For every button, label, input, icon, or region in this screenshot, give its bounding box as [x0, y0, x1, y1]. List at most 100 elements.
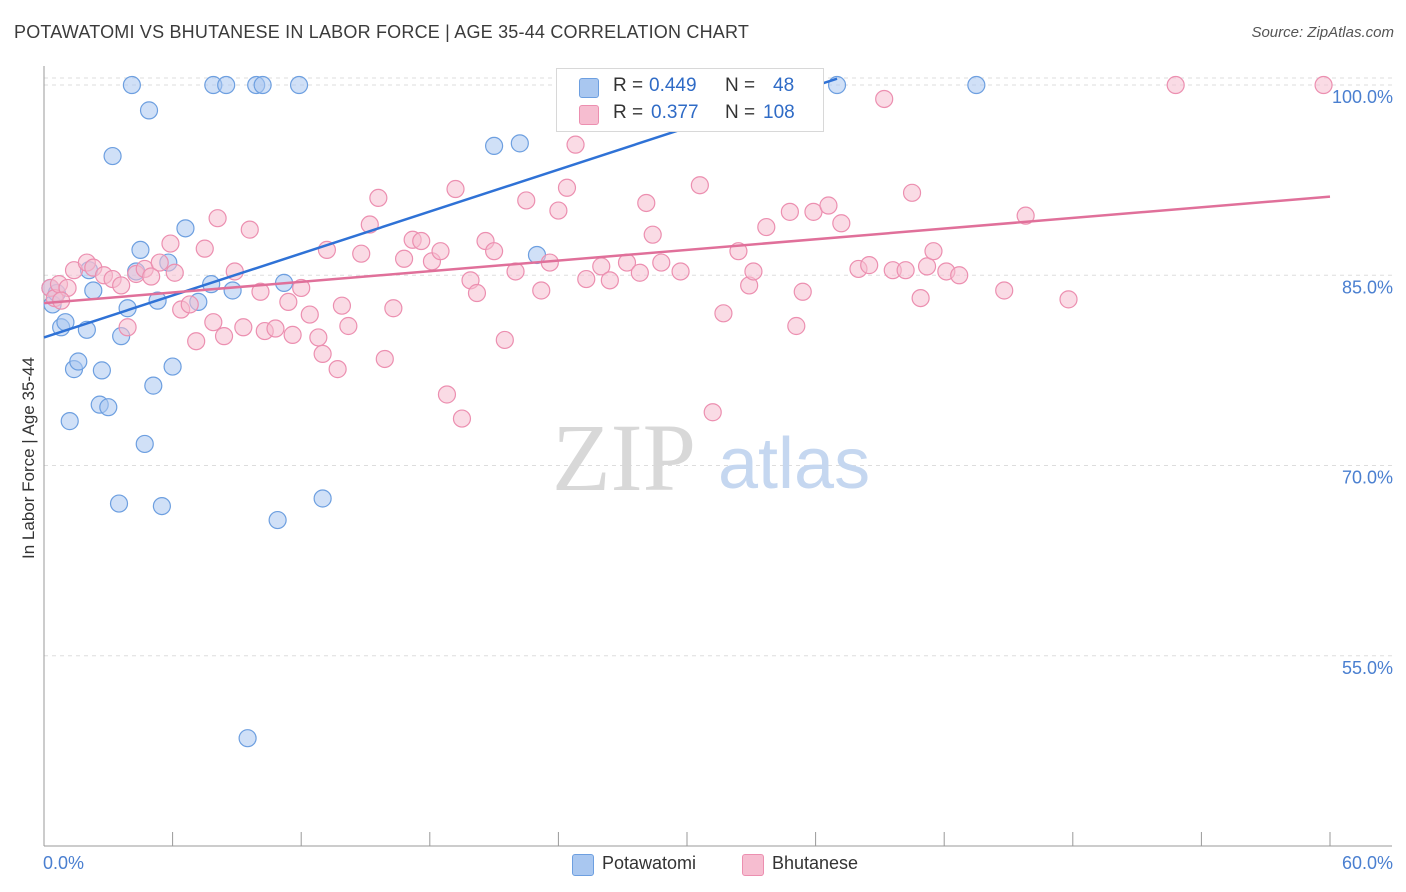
- potawatomi-point: [163, 357, 182, 376]
- bhutanese-point: [437, 385, 457, 404]
- bhutanese-point: [283, 325, 302, 344]
- bhutanese-point: [787, 316, 806, 336]
- chart-title: POTAWATOMI VS BHUTANESE IN LABOR FORCE |…: [14, 22, 750, 42]
- bhutanese-point: [995, 281, 1014, 300]
- r-label: R =: [613, 75, 644, 96]
- bhutanese-point: [917, 257, 937, 276]
- bhutanese-point: [431, 242, 450, 261]
- bhutanese-point: [266, 319, 285, 338]
- potawatomi-point: [967, 75, 986, 95]
- potawatomi-legend-swatch: [572, 854, 594, 876]
- potawatomi-point: [103, 146, 122, 166]
- bhutanese-point: [112, 276, 131, 295]
- potawatomi-point: [131, 240, 150, 260]
- bhutanese-point: [1314, 75, 1333, 95]
- bhutanese-point: [234, 318, 253, 337]
- bhutanese-point: [339, 316, 358, 336]
- bhutanese-point: [467, 283, 487, 303]
- bhutanese-point: [150, 253, 169, 272]
- bhutanese-point: [495, 330, 514, 350]
- bhutanese-point: [384, 299, 403, 318]
- potawatomi-point: [289, 75, 309, 95]
- potawatomi-point: [313, 489, 332, 508]
- bhutanese-point: [637, 193, 656, 213]
- r-value: 0.449: [649, 75, 697, 96]
- potawatomi-point: [99, 398, 118, 417]
- bhutanese-point: [819, 196, 838, 215]
- bhutanese-point: [924, 242, 943, 261]
- n-label: N =: [725, 75, 756, 96]
- potawatomi-swatch: [579, 78, 599, 98]
- y-tick-label: 100.0%: [1332, 87, 1393, 107]
- x-tick-label: 60.0%: [1342, 853, 1393, 873]
- bhutanese-point: [375, 349, 394, 369]
- potawatomi-point: [253, 75, 272, 95]
- bhutanese-point: [911, 288, 930, 308]
- bhutanese-point: [332, 296, 352, 315]
- watermark: ZIP atlas: [552, 404, 870, 511]
- bhutanese-point: [532, 281, 551, 300]
- x-tick-labels: 0.0% 60.0%: [43, 853, 1393, 873]
- bhutanese-point: [557, 178, 577, 197]
- bhutanese-point: [714, 304, 733, 323]
- bhutanese-point: [195, 239, 214, 258]
- bhutanese-point: [1059, 290, 1078, 309]
- potawatomi-point: [268, 510, 287, 530]
- bhutanese-point: [214, 327, 234, 346]
- potawatomi-point: [135, 434, 154, 454]
- bhutanese-point: [204, 313, 223, 332]
- bhutanese-point: [703, 403, 722, 422]
- axes: [43, 66, 1392, 847]
- potawatomi-point: [152, 496, 171, 516]
- bhutanese-point: [165, 263, 184, 282]
- bhutanese-point: [187, 332, 206, 351]
- bhutanese-point: [446, 179, 465, 199]
- r-label: R =: [613, 102, 644, 123]
- bhutanese-point: [1016, 206, 1035, 225]
- bhutanese-point: [860, 256, 879, 275]
- bhutanese-point: [875, 89, 894, 109]
- watermark-zip: ZIP: [552, 404, 696, 511]
- bhutanese-trend-line: [43, 195, 1331, 305]
- bhutanese-point: [566, 135, 585, 154]
- bhutanese-point: [950, 266, 969, 285]
- y-tick-label: 85.0%: [1342, 277, 1393, 297]
- bhutanese-point: [279, 292, 298, 312]
- potawatomi-point: [69, 352, 88, 371]
- n-label: N =: [725, 102, 756, 123]
- series-bhutanese: [41, 75, 1333, 428]
- bhutanese-point: [744, 262, 763, 281]
- r-value: 0.377: [651, 102, 699, 123]
- n-value: 108: [763, 102, 795, 123]
- bhutanese-point: [369, 188, 388, 208]
- bhutanese-point: [577, 269, 596, 289]
- bhutanese-point: [208, 209, 227, 228]
- n-value: 48: [773, 75, 795, 96]
- bhutanese-point: [292, 278, 311, 298]
- bhutanese-point: [690, 176, 709, 195]
- bhutanese-point: [161, 234, 180, 253]
- bhutanese-point: [757, 217, 776, 237]
- bhutanese-point: [643, 225, 662, 244]
- bhutanese-point: [300, 305, 319, 324]
- bhutanese-point: [902, 183, 922, 202]
- bhutanese-point: [118, 318, 137, 337]
- bhutanese-point: [412, 231, 431, 251]
- legend: Potawatomi Bhutanese: [0, 852, 1406, 878]
- bhutanese-point: [313, 344, 332, 364]
- bhutanese-legend-swatch: [742, 854, 764, 876]
- bhutanese-point: [485, 242, 504, 261]
- bhutanese-point: [142, 267, 161, 286]
- potawatomi-point: [485, 136, 504, 156]
- grid: [44, 77, 1392, 657]
- stats-box: R = 0.449 N = 48 R = 0.377 N = 108: [556, 68, 824, 132]
- series-potawatomi: [41, 75, 986, 748]
- bhutanese-point: [1166, 75, 1185, 95]
- potawatomi-point: [84, 281, 103, 300]
- potawatomi-point: [223, 281, 242, 300]
- bhutanese-point: [549, 201, 568, 220]
- bhutanese-point: [780, 202, 799, 221]
- bhutanese-point: [240, 220, 259, 239]
- watermark-atlas: atlas: [718, 424, 870, 504]
